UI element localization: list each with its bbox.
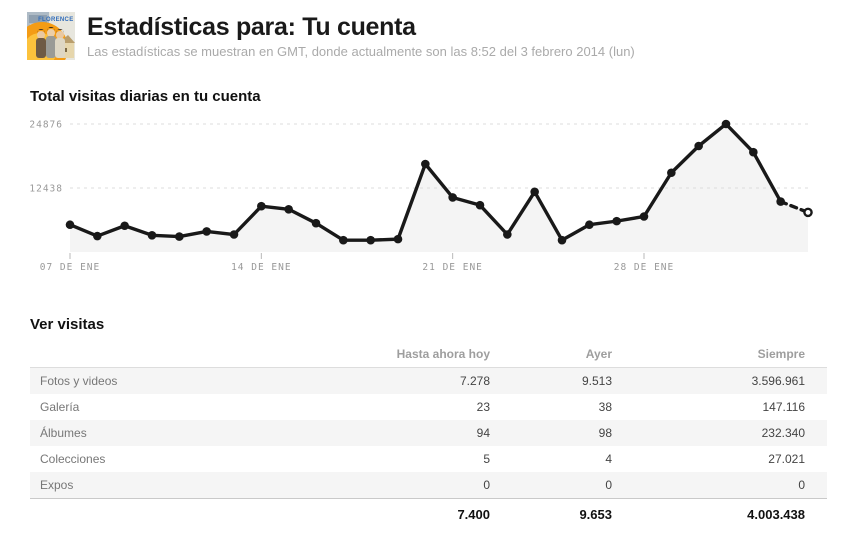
- y-axis-label: 24876: [30, 120, 63, 131]
- x-axis-label: 14 DE ENE: [231, 262, 291, 273]
- data-point: [694, 141, 703, 151]
- data-point: [585, 220, 594, 230]
- page-header: FLORENCE Estadísticas para: Tu cuenta La…: [0, 0, 857, 60]
- table-row: Galería 23 38 147.116: [30, 394, 827, 420]
- data-point: [448, 193, 457, 202]
- visit-count: 147.116: [762, 400, 806, 414]
- x-axis-label: 07 DE ENE: [40, 262, 100, 273]
- avatar[interactable]: FLORENCE: [27, 12, 75, 60]
- table-row: Colecciones 5 4 27.021: [30, 446, 827, 472]
- col-header-yesterday: Ayer: [490, 342, 612, 368]
- data-point: [229, 230, 239, 239]
- data-point: [749, 147, 758, 157]
- data-point: [612, 216, 621, 226]
- chart-title: Total visitas diarias en tu cuenta: [30, 88, 261, 105]
- avatar-caption: FLORENCE: [38, 17, 73, 23]
- data-point: [530, 187, 539, 197]
- col-header-today: Hasta ahora hoy: [360, 342, 490, 368]
- visits-title: Ver visitas: [30, 316, 105, 333]
- data-point: [421, 159, 430, 169]
- table-row: Álbumes 94 98 232.340: [30, 420, 827, 446]
- header-text: Estadísticas para: Tu cuenta Las estadís…: [87, 12, 635, 59]
- visit-count: 98: [598, 426, 612, 440]
- table-header-row: Hasta ahora hoy Ayer Siempre: [30, 342, 827, 368]
- totals-spacer: [30, 498, 360, 531]
- visit-count: 0: [798, 478, 805, 492]
- x-axis-label: 21 DE ENE: [422, 262, 482, 273]
- row-label-link-albumes[interactable]: Álbumes: [40, 426, 87, 440]
- row-label-link-colecciones[interactable]: Colecciones: [40, 452, 106, 466]
- visits-table: Hasta ahora hoy Ayer Siempre Fotos y vid…: [30, 342, 827, 531]
- data-point: [776, 197, 785, 206]
- avatar-image: FLORENCE: [27, 12, 75, 60]
- data-point: [667, 168, 676, 178]
- data-point: [202, 227, 211, 236]
- data-point: [65, 220, 75, 230]
- y-axis-label: 12438: [30, 184, 63, 195]
- avatar-figures: [36, 27, 65, 58]
- data-point-today-open: [803, 207, 813, 218]
- data-point: [147, 230, 157, 240]
- stats-page: FLORENCE Estadísticas para: Tu cuenta La…: [0, 0, 857, 531]
- visit-count: 94: [476, 426, 490, 440]
- visit-count: 232.340: [761, 426, 805, 440]
- visit-count: 7.278: [459, 374, 490, 388]
- chart-section: Total visitas diarias en tu cuenta 12438…: [0, 88, 857, 278]
- row-label-link-expos[interactable]: Expos: [40, 478, 74, 492]
- table-row: Expos 0 0 0: [30, 472, 827, 499]
- visit-count: 5: [483, 452, 490, 466]
- total-today: 7.400: [360, 498, 490, 531]
- data-point: [721, 119, 731, 129]
- visit-count: 38: [598, 400, 612, 414]
- table-row: Fotos y videos 7.278 9.513 3.596.961: [30, 367, 827, 394]
- col-header-always: Siempre: [612, 342, 827, 368]
- data-point: [339, 235, 348, 245]
- timezone-note: Las estadísticas se muestran en GMT, don…: [87, 44, 635, 59]
- data-point: [93, 231, 102, 241]
- row-label-link-galeria[interactable]: Galería: [40, 400, 80, 414]
- data-point: [557, 235, 567, 245]
- visits-line-partial-segment: [778, 199, 810, 215]
- totals-row: 7.400 9.653 4.003.438: [30, 498, 827, 531]
- total-always: 4.003.438: [612, 498, 827, 531]
- total-yesterday: 9.653: [490, 498, 612, 531]
- data-point: [311, 218, 321, 228]
- visits-section: Ver visitas Hasta ahora hoy Ayer Siempre…: [0, 316, 857, 531]
- data-point: [366, 235, 375, 245]
- page-title: Estadísticas para: Tu cuenta: [87, 13, 416, 41]
- x-axis-label: 28 DE ENE: [614, 262, 674, 273]
- visit-count: 23: [476, 400, 490, 414]
- header-spacer: [30, 342, 360, 368]
- visit-count: 3.596.961: [751, 374, 805, 388]
- visit-count: 9.513: [581, 374, 612, 388]
- visit-count: 4: [605, 452, 612, 466]
- visit-count: 27.021: [768, 452, 805, 466]
- data-point: [393, 234, 403, 244]
- data-point: [120, 221, 129, 231]
- data-point: [257, 201, 266, 211]
- row-label-link-fotos-y-videos[interactable]: Fotos y videos: [40, 374, 118, 388]
- daily-visits-chart: 12438 24876 07 DE ENE 14 DE ENE 21 DE ENE 28 …: [30, 116, 857, 278]
- daily-visits-chart-svg: 12438 24876 07 DE ENE 14 DE ENE 21 DE ENE 28 …: [30, 119, 813, 273]
- data-point: [284, 204, 293, 214]
- data-point: [639, 212, 649, 221]
- data-point: [175, 232, 184, 241]
- data-point: [475, 200, 485, 210]
- visit-count: 0: [483, 478, 490, 492]
- visit-count: 0: [605, 478, 612, 492]
- data-point: [503, 230, 512, 239]
